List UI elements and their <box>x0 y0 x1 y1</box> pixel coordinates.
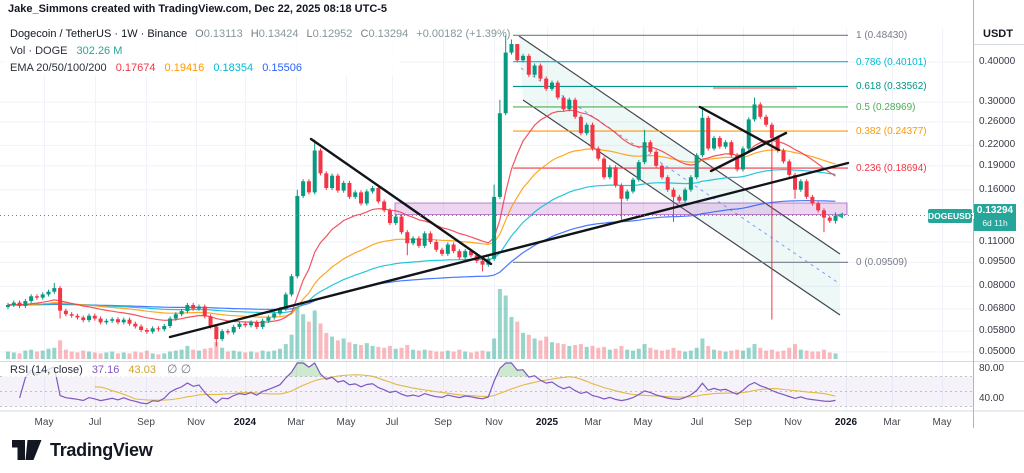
rsi-legend[interactable]: RSI (14, close) 37.16 43.03 ∅ ∅ <box>10 362 191 377</box>
price-tick-label: 0.11000 <box>979 235 1015 247</box>
time-tick-label: Jul <box>690 417 704 428</box>
time-tick-label: May <box>336 417 356 428</box>
legend-symbol-row[interactable]: Dogecoin / TetherUS · 1W · Binance O0.13… <box>10 26 510 43</box>
ema-100-line <box>7 168 836 314</box>
ohlc-close-label: C <box>360 28 369 40</box>
rsi-line <box>19 362 836 405</box>
candles <box>6 35 838 347</box>
ohlc-high-label: H <box>250 28 259 40</box>
change-value: +0.00182 (+1.39%) <box>416 28 511 40</box>
ema50-value: 0.19416 <box>164 62 205 74</box>
time-tick-label: Sep <box>734 417 752 428</box>
ohlc-open-label: O <box>195 28 204 40</box>
rsi-empty-inputs: ∅ ∅ <box>167 362 192 376</box>
time-tick-label: Jul <box>88 417 102 428</box>
last-price-tag: 0.13294 6d 11h <box>974 204 1016 231</box>
time-tick-label: Mar <box>883 417 901 428</box>
rsi-legend-backdrop <box>4 363 244 377</box>
chart-attribution: Jake_Simmons created with TradingView.co… <box>8 3 388 15</box>
rsi-ma-value: 43.03 <box>128 364 156 376</box>
rsi-tick-label: 40.00 <box>979 393 1005 404</box>
price-tick-label: 0.22000 <box>979 139 1016 151</box>
fib-level-label: 1 (0.48430) <box>856 30 908 42</box>
time-tick-label: Jul <box>385 417 399 428</box>
time-tick-label: Sep <box>434 417 452 428</box>
time-tick-label: Sep <box>137 417 155 428</box>
fib-level-label: 0 (0.09509) <box>856 257 908 269</box>
rsi-pane <box>0 359 973 407</box>
ema-label: EMA 20/50/100/200 <box>10 62 107 74</box>
legend-ema-row[interactable]: EMA 20/50/100/200 0.17674 0.19416 0.1835… <box>10 60 510 77</box>
fib-level-label: 0.5 (0.28969) <box>856 101 916 113</box>
ohlc-open-value: 0.13113 <box>203 28 243 40</box>
ohlc-low-label: L <box>306 28 313 40</box>
volume-bars <box>6 289 838 359</box>
ema20-value: 0.17674 <box>115 62 156 74</box>
price-tick-label: 0.26000 <box>979 116 1016 128</box>
descending-resistance-2024 <box>309 137 493 266</box>
ema200-value: 0.15506 <box>262 62 302 74</box>
ohlc-close-value: 0.13294 <box>368 28 409 40</box>
price-tick-label: 0.05800 <box>979 325 1016 337</box>
fib-level-label: 0.618 (0.33562) <box>856 81 927 93</box>
price-tick-label: 0.40000 <box>979 56 1016 67</box>
volume-label: Vol · DOGE <box>10 45 68 57</box>
price-tick-label: 0.05000 <box>979 345 1016 357</box>
last-price-marker <box>837 212 843 219</box>
time-tick-label: Nov <box>187 417 205 428</box>
ema100-value: 0.18354 <box>213 62 254 74</box>
time-axis[interactable] <box>0 411 1024 431</box>
tradingview-logo[interactable]: TradingView <box>12 439 153 461</box>
time-tick-label: Nov <box>784 417 802 428</box>
fib-level-label: 0.786 (0.40101) <box>856 56 927 68</box>
ema-200-line <box>7 199 836 310</box>
time-tick-label: May <box>34 417 54 428</box>
fib-level-label: 0.236 (0.18694) <box>856 163 927 175</box>
last-price-symbol-tag: DOGEUSDT <box>928 209 977 223</box>
time-tick-label: May <box>932 417 952 428</box>
chart-legend: Dogecoin / TetherUS · 1W · Binance O0.13… <box>10 26 510 77</box>
price-tick-label: 0.09500 <box>979 256 1016 268</box>
price-tick-label: 0.06800 <box>979 303 1016 314</box>
symbol-title: Dogecoin / TetherUS · 1W · Binance <box>10 28 188 40</box>
time-tick-label: 2025 <box>535 417 559 428</box>
rsi-value: 37.16 <box>91 364 120 376</box>
ohlc-high-value: 0.13424 <box>258 28 299 40</box>
rsi-ma-line <box>94 374 836 401</box>
fib-retracement <box>513 34 848 263</box>
descending-channel <box>518 35 841 316</box>
time-tick-label: 2024 <box>233 417 257 428</box>
tradingview-logo-icon <box>12 440 42 460</box>
time-tick-label: 2026 <box>834 417 858 428</box>
pennant-lower <box>709 131 788 173</box>
legend-backdrop <box>4 25 400 77</box>
time-tick-label: Mar <box>287 417 305 428</box>
price-axis[interactable] <box>974 0 1024 410</box>
bar-countdown: 6d 11h <box>982 218 1008 228</box>
time-tick-label: Mar <box>584 417 602 428</box>
price-tick-label: 0.08000 <box>979 280 1016 292</box>
time-tick-label: Nov <box>485 417 503 428</box>
pane-borders <box>0 0 1024 428</box>
major-rising-support <box>168 161 850 339</box>
time-tick-label: May <box>633 417 653 428</box>
last-price-value: 0.13294 <box>976 205 1014 216</box>
price-axis-currency: USDT <box>983 28 1013 40</box>
volume-value: 302.26 M <box>76 45 123 57</box>
price-tick-label: 0.19000 <box>979 159 1016 171</box>
rsi-label: RSI (14, close) <box>10 364 83 376</box>
fib-level-label: 0.382 (0.24377) <box>856 126 927 138</box>
legend-volume-row[interactable]: Vol · DOGE 302.26 M <box>10 43 510 60</box>
price-tick-label: 0.16000 <box>979 183 1016 195</box>
price-tick-label: 0.30000 <box>979 96 1016 108</box>
rsi-tick-label: 80.00 <box>979 363 1005 374</box>
tradingview-logo-text: TradingView <box>50 439 153 460</box>
ohlc-low-value: 0.12952 <box>312 28 353 40</box>
trendlines <box>168 105 850 339</box>
